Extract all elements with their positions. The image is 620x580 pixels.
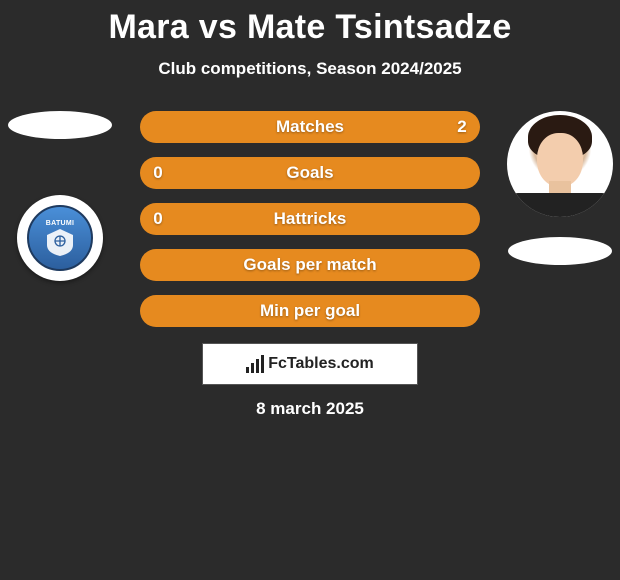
page-title: Mara vs Mate Tsintsadze bbox=[108, 8, 511, 47]
stat-row-goals-per-match: Goals per match bbox=[140, 249, 480, 281]
player2-photo bbox=[507, 111, 613, 217]
right-column bbox=[500, 111, 620, 265]
root: Mara vs Mate Tsintsadze Club competition… bbox=[0, 0, 620, 419]
vs-separator: vs bbox=[199, 8, 237, 46]
stat-row-hattricks: 0 Hattricks bbox=[140, 203, 480, 235]
brand-badge: FcTables.com bbox=[202, 343, 418, 385]
stat-label: Hattricks bbox=[176, 209, 444, 229]
club-logo: BATUMI bbox=[17, 195, 103, 281]
stat-row-goals: 0 Goals bbox=[140, 157, 480, 189]
stat-label: Min per goal bbox=[176, 301, 444, 321]
stat-label: Goals bbox=[176, 163, 444, 183]
club-logo-inner: BATUMI bbox=[27, 205, 93, 271]
comparison-row: BATUMI Matches 2 0 Goals bbox=[0, 111, 620, 327]
stat-right-value: 2 bbox=[444, 117, 480, 137]
stat-row-matches: Matches 2 bbox=[140, 111, 480, 143]
stat-left-value: 0 bbox=[140, 209, 176, 229]
right-ellipse-shape bbox=[508, 237, 612, 265]
club-crest-icon bbox=[43, 227, 77, 257]
club-logo-text: BATUMI bbox=[46, 220, 75, 227]
left-ellipse-shape bbox=[8, 111, 112, 139]
date-text: 8 march 2025 bbox=[256, 399, 364, 419]
player2-name: Mate Tsintsadze bbox=[247, 8, 512, 46]
subtitle: Club competitions, Season 2024/2025 bbox=[158, 59, 461, 79]
left-column: BATUMI bbox=[0, 111, 120, 281]
stat-label: Goals per match bbox=[176, 255, 444, 275]
stat-left-value: 0 bbox=[140, 163, 176, 183]
stats-column: Matches 2 0 Goals 0 Hattricks Goals per … bbox=[120, 111, 500, 327]
stat-row-min-per-goal: Min per goal bbox=[140, 295, 480, 327]
brand-text: FcTables.com bbox=[268, 355, 374, 373]
stat-label: Matches bbox=[176, 117, 444, 137]
bar-chart-icon bbox=[246, 355, 264, 373]
player1-name: Mara bbox=[108, 8, 189, 46]
